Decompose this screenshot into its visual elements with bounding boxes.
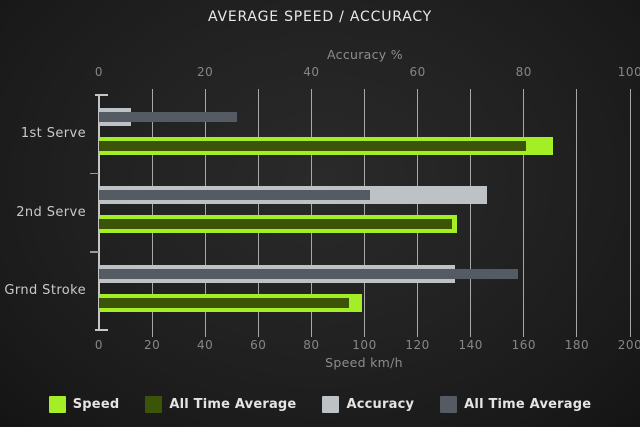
bottom-axis-tick-label: 20 [143,338,161,352]
bar-all-time-average-grnd-stroke [99,268,519,279]
top-axis-tick-label: 0 [94,65,104,79]
bar-all-time-average-1st-serve [99,112,238,122]
category-separator-tick [90,172,99,175]
gridline [310,89,312,337]
chart-legend: Speed All Time Average Accuracy All Time Av… [0,396,640,413]
bar-all-time-average-2nd-serve [99,190,370,201]
bottom-axis-tick-label: 160 [511,338,536,352]
top-axis-tick-label: 80 [515,65,532,79]
bottom-axis-title: Speed km/h [325,355,403,370]
category-row-grnd-stroke [99,252,630,330]
plot-area [99,95,630,330]
bottom-axis-tick-label: 0 [94,338,104,352]
gridline [629,89,631,337]
bottom-axis-tick-label: 80 [303,338,320,352]
legend-label: Speed [72,397,120,412]
category-separator-tick [90,251,99,253]
gridline [576,89,578,337]
category-label-2nd-serve: 2nd Serve [16,204,86,220]
gridline [151,89,153,337]
bottom-axis-tick-label: 60 [250,338,267,352]
bar-all-time-average-2nd-serve [99,219,453,230]
bar-all-time-average-1st-serve [99,141,527,151]
gridline [470,89,472,337]
top-left-corner-stub [95,94,108,96]
top-axis-title: Accuracy % [327,47,403,62]
legend-label: Accuracy [346,397,415,412]
legend-swatch-accuracy [322,396,340,413]
bottom-axis-tick-label: 120 [405,338,430,352]
legend-item-accuracy: Accuracy [322,396,414,413]
gridline [523,89,525,337]
legend-item-all-time-average: All Time Average [145,396,296,413]
legend-item-speed: Speed [48,396,120,413]
y-axis-spine [98,94,100,331]
legend-label: All Time Average [464,397,592,412]
category-row-1st-serve [99,95,630,173]
chart-title: AVERAGE SPEED / ACCURACY [207,9,433,25]
bar-all-time-average-grnd-stroke [99,297,349,308]
top-axis-tick-label: 40 [303,65,320,79]
legend-swatch-all-time-average [440,396,458,413]
bottom-axis-tick-label: 100 [352,338,377,352]
bottom-axis-tick-label: 140 [458,338,483,352]
bottom-axis-tick-label: 40 [197,338,214,352]
legend-item-all-time-average: All Time Average [440,396,591,413]
category-label-grnd-stroke: Grnd Stroke [4,282,86,298]
gridline [257,89,259,337]
category-row-2nd-serve [99,173,630,251]
bottom-axis-tick-label: 180 [564,338,590,352]
gridline [364,89,365,337]
top-axis-tick-label: 100 [617,65,640,79]
legend-swatch-all-time-average [145,396,163,413]
legend-label: All Time Average [169,397,297,412]
bottom-left-corner-stub [95,329,108,331]
category-label-1st-serve: 1st Serve [20,126,86,142]
legend-swatch-speed [48,396,66,413]
gridline [204,89,206,337]
top-axis-tick-label: 60 [409,65,426,79]
bottom-axis-tick-label: 200 [617,338,640,352]
gridline [417,89,419,337]
top-axis-tick-label: 20 [197,65,214,79]
